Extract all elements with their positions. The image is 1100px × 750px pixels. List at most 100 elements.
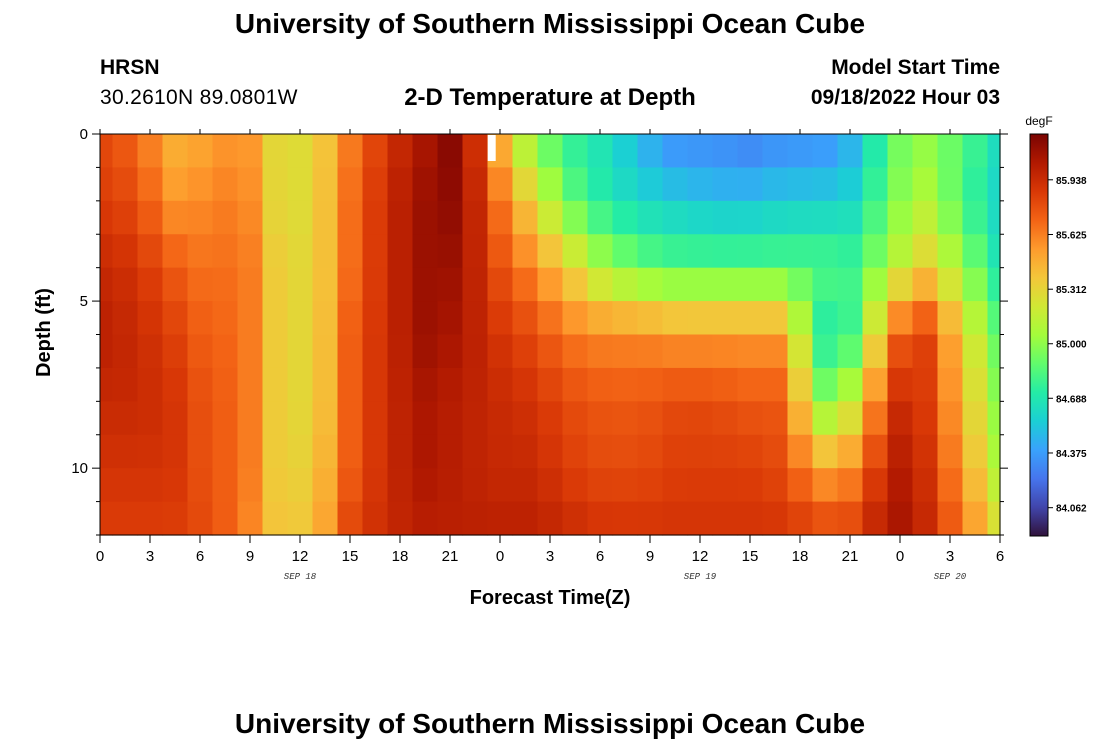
heatmap-cell bbox=[712, 334, 739, 369]
heatmap-cell bbox=[712, 167, 739, 202]
heatmap-cell bbox=[612, 367, 639, 402]
heatmap-cell bbox=[387, 401, 414, 436]
heatmap-cell bbox=[137, 434, 164, 469]
heatmap-cell bbox=[387, 134, 414, 169]
heatmap-cell bbox=[212, 267, 239, 302]
heatmap-cell bbox=[112, 200, 139, 235]
heatmap-cell bbox=[212, 234, 239, 269]
heatmap-cell bbox=[187, 434, 214, 469]
heatmap-cell bbox=[100, 167, 114, 202]
heatmap-cell bbox=[187, 468, 214, 503]
heatmap-cell bbox=[262, 401, 289, 436]
heatmap-cell bbox=[837, 434, 864, 469]
heatmap-cell bbox=[637, 501, 664, 536]
heatmap-cell bbox=[237, 134, 264, 169]
heatmap-cell bbox=[137, 401, 164, 436]
heatmap-cell bbox=[712, 367, 739, 402]
x-tick-label: 18 bbox=[792, 548, 809, 565]
x-tick-label: 21 bbox=[842, 548, 859, 565]
heatmap-cell bbox=[437, 234, 464, 269]
heatmap-cell bbox=[462, 334, 489, 369]
heatmap-cell bbox=[737, 334, 764, 369]
heatmap-cell bbox=[987, 367, 1001, 402]
heatmap-cell bbox=[737, 234, 764, 269]
heatmap-cell bbox=[712, 200, 739, 235]
heatmap-cell bbox=[287, 367, 314, 402]
heatmap-cell bbox=[637, 167, 664, 202]
heatmap-cell bbox=[462, 234, 489, 269]
heatmap-cell bbox=[237, 468, 264, 503]
heatmap-cell bbox=[987, 468, 1001, 503]
heatmap-cell bbox=[112, 134, 139, 169]
date-label: SEP 20 bbox=[934, 572, 967, 582]
heatmap-cell bbox=[487, 401, 514, 436]
heatmap-cell bbox=[812, 501, 839, 536]
heatmap-cell bbox=[537, 501, 564, 536]
heatmap-cell bbox=[887, 301, 914, 336]
heatmap-cell bbox=[100, 200, 114, 235]
heatmap-cell bbox=[812, 134, 839, 169]
x-axis-title: Forecast Time(Z) bbox=[470, 587, 631, 609]
heatmap-cell bbox=[387, 367, 414, 402]
heatmap-cell bbox=[262, 367, 289, 402]
heatmap-cell bbox=[412, 334, 439, 369]
heatmap-cell bbox=[812, 200, 839, 235]
heatmap-cell bbox=[162, 301, 189, 336]
heatmap-cell bbox=[662, 434, 689, 469]
heatmap-cell bbox=[587, 200, 614, 235]
x-tick-label: 9 bbox=[246, 548, 254, 565]
heatmap-cell bbox=[137, 200, 164, 235]
heatmap-cell bbox=[937, 200, 964, 235]
heatmap-cell bbox=[487, 234, 514, 269]
heatmap-cell bbox=[437, 267, 464, 302]
heatmap-cell bbox=[237, 367, 264, 402]
heatmap-cell bbox=[312, 301, 339, 336]
heatmap-cell bbox=[762, 501, 789, 536]
station-name: HRSN bbox=[100, 56, 160, 79]
x-tick-label: 0 bbox=[96, 548, 104, 565]
heatmap-cell bbox=[462, 501, 489, 536]
heatmap-cell bbox=[287, 134, 314, 169]
heatmap-cell bbox=[562, 367, 589, 402]
heatmap-cell bbox=[412, 200, 439, 235]
heatmap-cell bbox=[662, 334, 689, 369]
colorbar-tick-label: 84.375 bbox=[1056, 449, 1087, 460]
heatmap-cell bbox=[887, 134, 914, 169]
heatmap-cell bbox=[312, 401, 339, 436]
heatmap-cell bbox=[862, 334, 889, 369]
heatmap-cell bbox=[237, 234, 264, 269]
heatmap-cell bbox=[312, 501, 339, 536]
heatmap-cell bbox=[712, 301, 739, 336]
heatmap-cell bbox=[962, 334, 989, 369]
heatmap-cell bbox=[712, 434, 739, 469]
heatmap-cell bbox=[587, 301, 614, 336]
heatmap-cell bbox=[287, 167, 314, 202]
heatmap-cell bbox=[687, 200, 714, 235]
heatmap-cell bbox=[912, 200, 939, 235]
heatmap-cell bbox=[587, 367, 614, 402]
heatmap-cell bbox=[662, 134, 689, 169]
heatmap-cell bbox=[587, 134, 614, 169]
heatmap-cell bbox=[462, 301, 489, 336]
heatmap-cell bbox=[862, 468, 889, 503]
heatmap-cell bbox=[887, 334, 914, 369]
heatmap-cell bbox=[100, 401, 114, 436]
heatmap-cell bbox=[687, 334, 714, 369]
heatmap-cell bbox=[987, 200, 1001, 235]
heatmap-cell bbox=[337, 134, 364, 169]
heatmap-cell bbox=[587, 434, 614, 469]
heatmap-cell bbox=[737, 468, 764, 503]
heatmap-cell bbox=[712, 401, 739, 436]
heatmap-cell bbox=[362, 267, 389, 302]
heatmap-cell bbox=[837, 367, 864, 402]
heatmap-cell bbox=[812, 234, 839, 269]
heatmap-cell bbox=[787, 501, 814, 536]
heatmap-cell bbox=[362, 367, 389, 402]
heatmap-cell bbox=[112, 334, 139, 369]
heatmap-cell bbox=[937, 334, 964, 369]
heatmap-cell bbox=[312, 334, 339, 369]
heatmap-cell bbox=[437, 401, 464, 436]
heatmap-cell bbox=[512, 401, 539, 436]
heatmap-cell bbox=[487, 167, 514, 202]
heatmap-cell bbox=[462, 468, 489, 503]
